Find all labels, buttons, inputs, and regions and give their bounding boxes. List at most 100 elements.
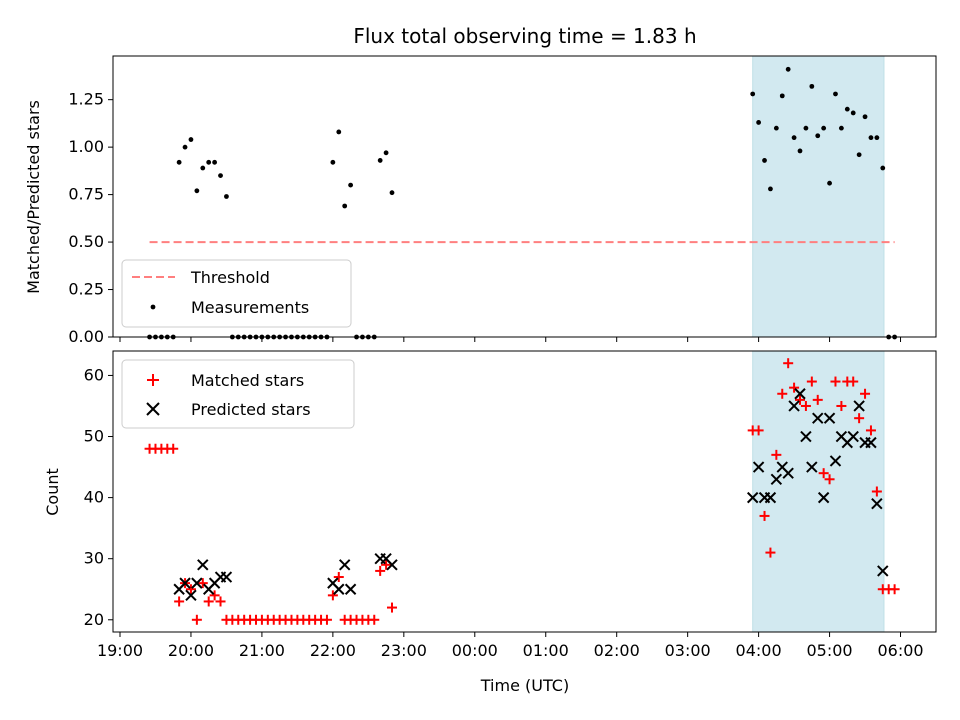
top-shaded-span: [752, 55, 885, 338]
measurement-point: [768, 186, 773, 192]
matched-star-point: [321, 614, 332, 625]
predicted-star-point: [185, 589, 197, 602]
predicted-star-point: [333, 583, 345, 595]
top-axes-frame: [112, 55, 937, 338]
matched-star-point: [327, 590, 338, 601]
matched-star-point: [215, 596, 226, 607]
matched-star-point: [889, 584, 900, 595]
measurement-point: [383, 150, 389, 156]
measurement-point: [785, 66, 791, 72]
bottom-x-ticks: 19:00 20:00 21:00 22:00 23:00 00:00 01:00 02:00…: [97, 632, 924, 660]
top-legend: Threshold Measurements: [121, 259, 352, 328]
measurement-point: [815, 133, 821, 139]
bottom-y-ticks: 20 30 40 50 60: [84, 365, 113, 629]
matched-star-point: [753, 425, 764, 436]
matched-star-point: [812, 394, 823, 405]
predicted-stars-points: [173, 388, 889, 602]
legend-measurements-label: Measurements: [191, 298, 309, 317]
measurement-point: [336, 129, 342, 135]
y-tick-label: 0.00: [68, 327, 104, 346]
predicted-star-point: [197, 559, 209, 571]
measurement-point: [389, 190, 395, 196]
y-tick-label: 40: [84, 488, 104, 507]
bottom-legend-box: [121, 359, 355, 429]
predicted-star-point: [746, 491, 759, 504]
measurement-point: [182, 144, 188, 150]
y-tick-label: 0.75: [68, 185, 104, 204]
legend-threshold-label: Threshold: [190, 268, 270, 287]
predicted-star-point: [344, 583, 357, 595]
x-tick-label: 23:00: [381, 641, 427, 660]
measurement-point: [377, 158, 383, 163]
observing-window-span: [752, 55, 885, 338]
measurement-point: [224, 194, 229, 199]
matched-star-point: [174, 596, 185, 607]
matched-star-point: [387, 602, 397, 613]
x-tick-label: 05:00: [807, 641, 853, 660]
matched-star-point: [860, 388, 871, 399]
bottom-legend: Matched stars Predicted stars: [121, 359, 355, 429]
measurement-point: [827, 180, 832, 186]
matched-star-point: [759, 510, 770, 521]
y-tick-label: 50: [84, 427, 104, 446]
matched-star-point: [818, 468, 829, 479]
y-tick-label: 1.00: [68, 137, 104, 156]
y-tick-label: 20: [84, 610, 104, 629]
measurement-point: [844, 106, 850, 112]
matched-star-point: [191, 614, 202, 625]
predicted-star-point: [865, 436, 877, 449]
predicted-star-point: [764, 491, 777, 504]
measurement-point: [756, 120, 762, 125]
measurement-point: [803, 125, 809, 131]
matched-star-point: [369, 614, 380, 625]
legend-predicted-label: Predicted stars: [191, 400, 311, 419]
measurement-point: [212, 159, 218, 165]
matched-star-point: [789, 382, 800, 393]
measurement-point: [856, 152, 862, 158]
measurement-point: [194, 188, 200, 194]
x-tick-label: 02:00: [594, 641, 640, 660]
matched-star-point: [836, 400, 847, 411]
predicted-star-point: [782, 467, 794, 479]
predicted-star-point: [788, 400, 800, 412]
matched-star-point: [185, 584, 196, 595]
y-tick-label: 1.25: [68, 90, 104, 109]
x-tick-label: 19:00: [97, 641, 143, 660]
y-tick-label: 60: [84, 365, 104, 384]
bottom-y-axis-label: Count: [43, 468, 62, 516]
top-y-ticks: 0.00 0.25 0.50 0.75 1.00 1.25: [68, 90, 113, 346]
measurement-point: [791, 135, 797, 141]
measurement-point: [773, 125, 779, 131]
matched-star-point: [848, 376, 859, 387]
matched-star-point: [168, 443, 179, 454]
y-tick-label: 0.50: [68, 232, 104, 251]
measurement-point: [809, 83, 815, 89]
matched-star-point: [381, 559, 392, 570]
legend-matched-swatch: [147, 374, 159, 386]
matched-star-point: [209, 590, 220, 601]
predicted-star-point: [829, 455, 842, 467]
measurement-point: [188, 137, 194, 142]
x-tick-label: 01:00: [523, 641, 569, 660]
measurement-point: [330, 159, 336, 165]
matched-star-point: [824, 474, 835, 485]
matched-star-point: [800, 400, 811, 411]
matched-star-point: [771, 449, 782, 460]
x-tick-label: 06:00: [877, 641, 923, 660]
matched-star-point: [830, 376, 841, 387]
predicted-star-point: [752, 461, 765, 473]
measurement-point: [868, 135, 874, 141]
predicted-star-point: [794, 388, 806, 400]
top-legend-box: [121, 259, 352, 328]
measurement-point: [750, 91, 756, 97]
chart-title: Flux total observing time = 1.83 h: [353, 24, 696, 48]
matched-star-point: [375, 565, 386, 576]
legend-predicted-swatch: [146, 402, 160, 416]
predicted-star-point: [877, 565, 889, 577]
measurement-point: [862, 114, 868, 120]
bottom-panel: 20 30 40 50 60 19:00 20:00 21:00 22:00 23:00 00:0…: [43, 350, 937, 695]
matched-star-point: [777, 388, 788, 399]
measurement-point: [342, 203, 348, 209]
measurement-point: [880, 165, 886, 171]
